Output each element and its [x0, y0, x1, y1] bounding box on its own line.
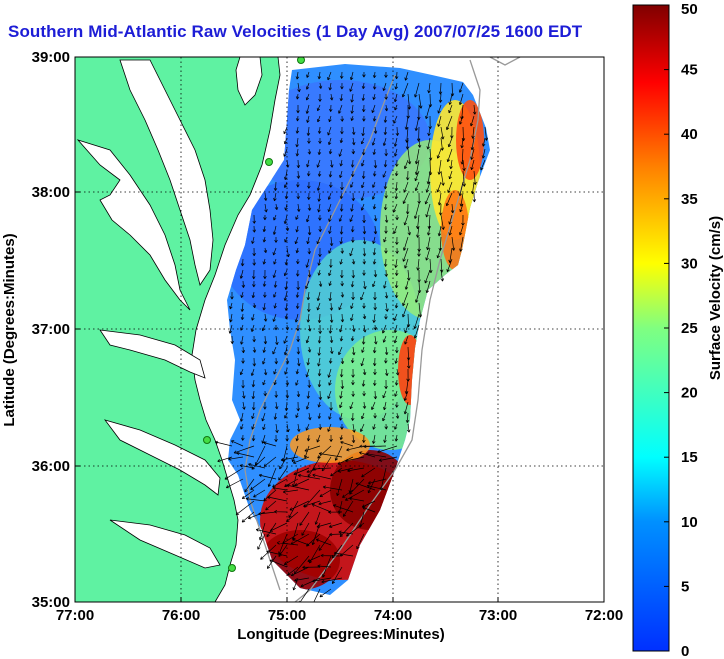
map-grid — [75, 57, 604, 602]
colorbar-tick-label: 40 — [681, 126, 698, 143]
velocity-arrows — [214, 71, 489, 602]
station-marker — [228, 564, 236, 572]
colorbar-ticks: 0 5 10 15 20 25 30 35 40 45 50 — [664, 1, 698, 659]
colorbar-tick-label: 15 — [681, 449, 698, 466]
y-axis-label: Latitude (Degrees:Minutes) — [1, 233, 18, 426]
x-tick-label: 75:00 — [268, 607, 306, 624]
colorbar-tick-label: 10 — [681, 514, 698, 531]
y-tick-label: 36:00 — [32, 458, 70, 475]
x-tick-labels: 77:00 76:00 75:00 74:00 73:00 72:00 — [56, 607, 623, 624]
x-tick-label: 72:00 — [585, 607, 623, 624]
station-marker — [297, 57, 305, 64]
colorbar-label: Surface Velocity (cm/s) — [707, 216, 724, 380]
colorbar: 0 5 10 15 20 25 30 35 40 45 50 Surface Velocity (c… — [632, 1, 724, 659]
colorbar-tick-label: 45 — [681, 62, 698, 79]
colorbar-tick-label: 35 — [681, 191, 698, 208]
y-tick-labels: 39:00 38:00 37:00 36:00 35:00 — [32, 49, 70, 611]
y-tick-label: 39:00 — [32, 49, 70, 66]
title-mask — [604, 18, 632, 44]
plot-area — [75, 57, 604, 602]
colorbar-tick-label: 50 — [681, 1, 698, 18]
x-tick-label: 76:00 — [162, 607, 200, 624]
y-tick-label: 37:00 — [32, 321, 70, 338]
x-tick-label: 74:00 — [374, 607, 412, 624]
colorbar-tick-label: 0 — [681, 643, 689, 659]
map-title: Southern Mid-Atlantic Raw Velocities (1 … — [8, 22, 583, 41]
y-tick-label: 38:00 — [32, 184, 70, 201]
colorbar-tick-label: 20 — [681, 385, 698, 402]
radar-stations — [203, 57, 305, 572]
colorbar-tick-label: 5 — [681, 578, 689, 595]
velocity-arrow-paths — [214, 71, 489, 602]
colorbar-tick-label: 25 — [681, 320, 698, 337]
y-tick-label: 35:00 — [32, 594, 70, 611]
x-axis-label: Longitude (Degrees:Minutes) — [237, 626, 445, 643]
x-tick-label: 77:00 — [56, 607, 94, 624]
colorbar-tick-label: 30 — [681, 255, 698, 272]
x-tick-label: 73:00 — [479, 607, 517, 624]
colorbar-gradient — [632, 4, 670, 652]
station-marker — [203, 436, 211, 444]
station-marker — [265, 158, 273, 166]
